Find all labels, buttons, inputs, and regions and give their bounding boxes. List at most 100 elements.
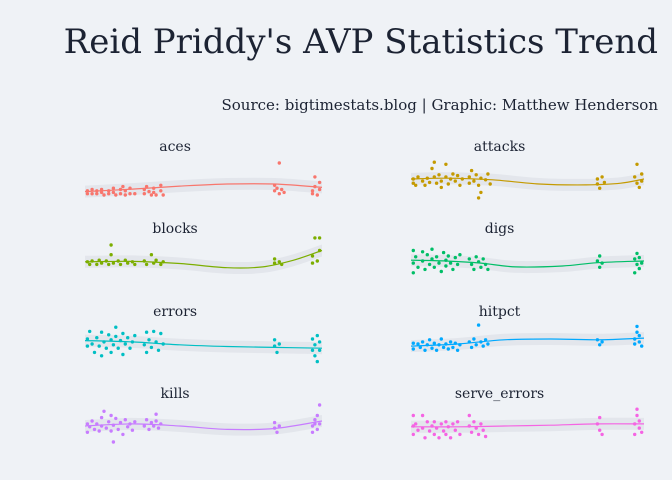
- data-point: [633, 257, 637, 261]
- data-point: [469, 262, 474, 267]
- data-point: [109, 243, 113, 247]
- data-point: [116, 427, 120, 432]
- data-point: [111, 186, 116, 190]
- data-point: [121, 331, 125, 336]
- data-point: [107, 192, 111, 196]
- data-point: [420, 250, 425, 254]
- data-point: [423, 348, 427, 352]
- data-point: [111, 440, 116, 444]
- data-point: [472, 267, 476, 272]
- data-point: [313, 236, 317, 240]
- data-point: [272, 420, 277, 425]
- data-point: [118, 192, 123, 196]
- data-point: [425, 420, 429, 424]
- data-point: [444, 162, 448, 166]
- data-point: [425, 253, 429, 257]
- data-point: [434, 255, 439, 259]
- data-point: [142, 424, 146, 428]
- data-point: [640, 344, 644, 348]
- data-point: [455, 348, 460, 352]
- data-point: [472, 337, 476, 341]
- data-point: [313, 422, 317, 426]
- data-point: [149, 193, 154, 197]
- data-point: [453, 255, 457, 260]
- data-point: [448, 436, 453, 440]
- data-point: [102, 409, 106, 413]
- data-point: [486, 267, 490, 272]
- facet-attacks: attacks: [410, 139, 645, 200]
- facet-kills: kills: [84, 386, 323, 444]
- data-point: [126, 425, 130, 429]
- data-point: [479, 265, 483, 269]
- data-point: [635, 181, 639, 185]
- data-point: [317, 348, 322, 352]
- data-point: [275, 186, 279, 190]
- data-point: [97, 344, 101, 348]
- data-point: [159, 189, 163, 193]
- data-point: [481, 257, 485, 261]
- data-point: [432, 160, 436, 164]
- data-point: [123, 418, 128, 422]
- data-point: [420, 340, 425, 344]
- data-point: [448, 340, 453, 344]
- data-point: [474, 343, 478, 347]
- data-point: [90, 187, 94, 192]
- data-point: [277, 342, 281, 346]
- data-point: [458, 183, 462, 187]
- data-point: [144, 262, 149, 267]
- data-point: [476, 323, 481, 327]
- data-point: [446, 182, 450, 186]
- data-point: [455, 173, 460, 178]
- data-point: [444, 264, 448, 268]
- data-point: [277, 161, 281, 165]
- data-point: [133, 192, 137, 196]
- data-point: [111, 343, 116, 347]
- facet-digs: digs: [410, 221, 645, 275]
- data-point: [411, 271, 415, 275]
- data-point: [411, 432, 415, 437]
- data-point: [88, 262, 92, 267]
- data-point: [126, 261, 130, 265]
- data-point: [637, 426, 641, 430]
- trend-line: [84, 183, 323, 193]
- data-point: [633, 175, 637, 179]
- data-point: [88, 329, 92, 334]
- data-point: [90, 192, 94, 196]
- data-point: [85, 192, 90, 196]
- facet-hitpct: hitpct: [410, 304, 645, 353]
- data-point: [99, 330, 104, 334]
- data-point: [467, 257, 471, 261]
- data-point: [85, 430, 90, 434]
- data-point: [99, 190, 104, 195]
- data-point: [280, 187, 284, 192]
- data-point: [439, 422, 443, 426]
- data-point: [637, 419, 641, 423]
- data-point: [595, 259, 600, 263]
- data-point: [598, 415, 602, 420]
- data-point: [133, 420, 137, 424]
- data-point: [99, 354, 104, 358]
- data-point: [479, 422, 483, 426]
- data-point: [317, 180, 322, 185]
- data-point: [152, 329, 156, 334]
- facet-label: blocks: [152, 221, 197, 237]
- data-point: [121, 432, 125, 437]
- data-point: [469, 168, 474, 173]
- data-point: [598, 428, 602, 432]
- data-point: [451, 267, 455, 272]
- data-point: [317, 340, 322, 344]
- facet-label: attacks: [474, 139, 525, 155]
- data-point: [310, 192, 315, 196]
- data-point: [317, 422, 322, 426]
- data-point: [315, 333, 319, 338]
- data-point: [633, 342, 637, 346]
- data-point: [416, 428, 420, 432]
- data-point: [107, 420, 111, 424]
- data-point: [95, 192, 99, 196]
- data-point: [423, 436, 427, 440]
- data-point: [104, 426, 109, 430]
- data-point: [159, 262, 163, 267]
- data-point: [441, 429, 446, 433]
- data-point: [423, 267, 427, 272]
